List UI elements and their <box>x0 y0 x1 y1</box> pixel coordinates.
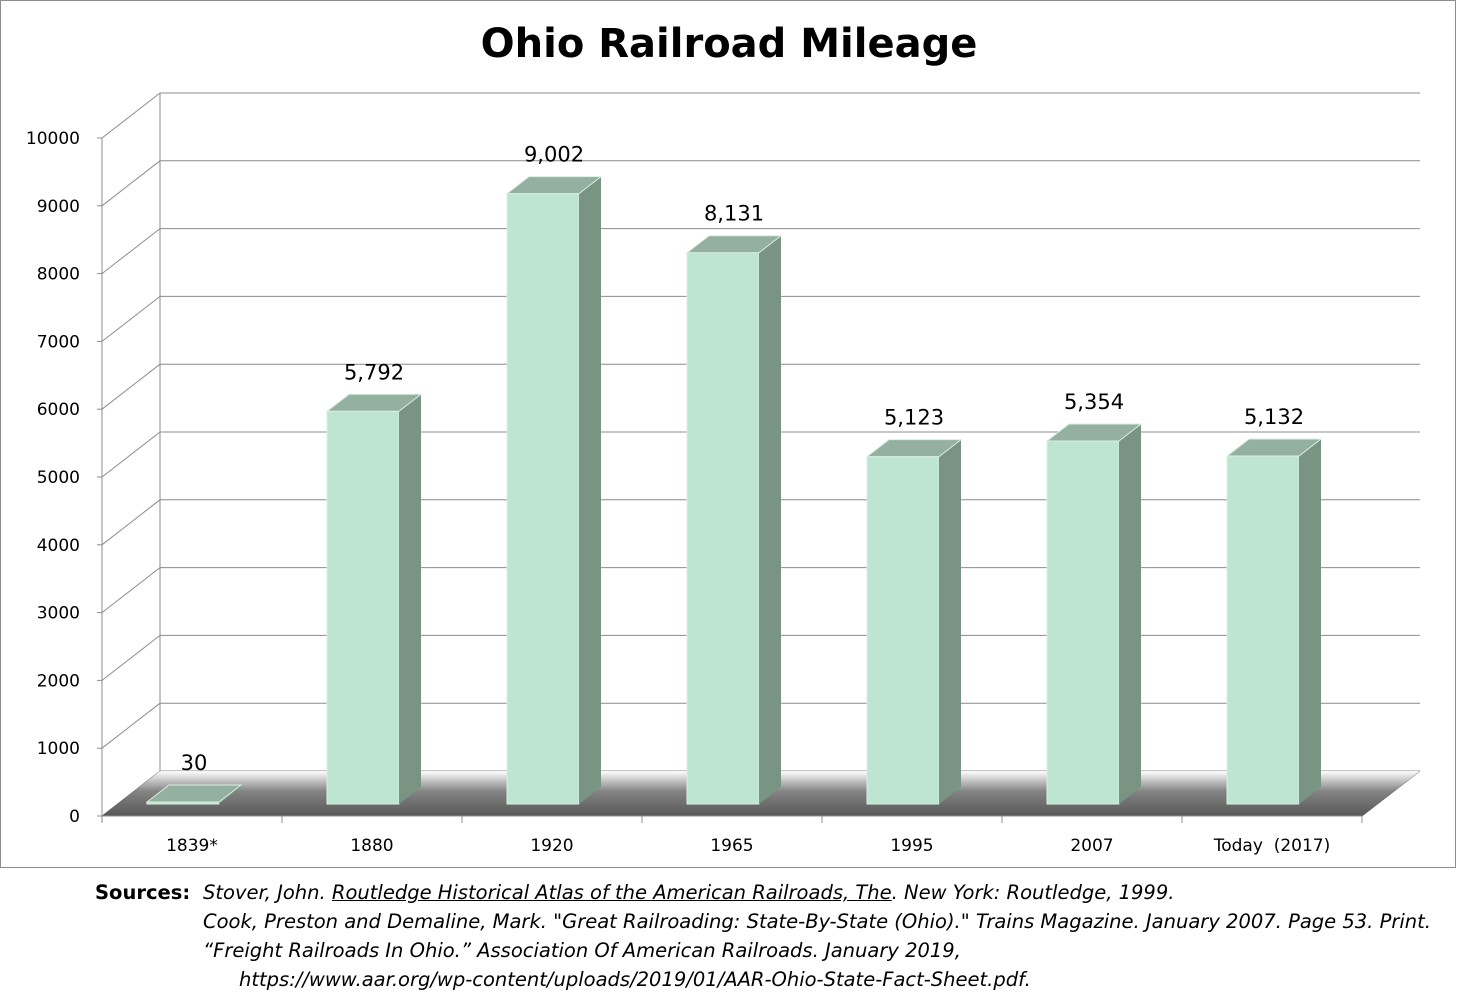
gridline-diagonal <box>101 363 161 410</box>
y-tick-label: 7000 <box>37 332 80 352</box>
bar-side <box>939 439 961 804</box>
bar-top <box>145 784 243 803</box>
axis-layer: 0 1000 2000 3000 4000 5000 6000 7000 8000 9000 100… <box>26 129 1363 856</box>
x-category-label: 1965 <box>710 836 753 856</box>
labels-layer: 30 5,792 9,002 8,131 5,123 5,354 5,132 <box>181 143 1304 775</box>
gridline-diagonal <box>101 635 161 681</box>
y-tick-label: 8000 <box>37 265 80 285</box>
bar-top <box>1225 438 1323 457</box>
bar-front <box>506 193 580 805</box>
gridline-diagonal <box>101 228 161 274</box>
y-tick-label: 0 <box>69 807 80 827</box>
y-tick-label: 6000 <box>37 400 80 420</box>
data-label: 30 <box>181 751 208 775</box>
bar-side <box>579 176 601 804</box>
sources-list: Stover, John. Routledge Historical Atlas… <box>203 878 1431 994</box>
bar-front <box>1046 440 1120 805</box>
bar-front <box>1226 455 1300 805</box>
x-category-label: 1880 <box>350 836 393 856</box>
x-category-label: 1995 <box>890 836 933 856</box>
bar-top <box>505 176 603 195</box>
gridline-diagonal <box>101 567 161 613</box>
chart-title: Ohio Railroad Mileage <box>481 21 978 67</box>
bar-side <box>1299 439 1321 804</box>
source-stover-publisher: . New York: Routledge, 1999. <box>891 881 1175 904</box>
data-label: 5,792 <box>344 360 404 384</box>
bar-top <box>865 439 963 458</box>
gridline-diagonal <box>101 160 161 207</box>
x-category-label: 1839* <box>166 836 218 856</box>
gridline-diagonal <box>101 499 161 546</box>
source-trains-magazine: Cook, Preston and Demaline, Mark. "Great… <box>203 910 1431 933</box>
bar-front <box>686 252 760 805</box>
x-category-label: 1920 <box>530 836 573 856</box>
bar-front <box>866 456 940 805</box>
source-aar-url[interactable]: https://www.aar.org/wp-content/uploads/2… <box>239 968 1031 991</box>
y-tick-label: 10000 <box>26 129 80 149</box>
gridline-diagonal <box>101 702 161 749</box>
gridline-diagonal <box>101 92 161 139</box>
y-tick-label: 3000 <box>37 604 80 624</box>
y-tick-label: 1000 <box>37 739 80 759</box>
y-tick-label: 5000 <box>37 468 80 488</box>
bar-side <box>1119 423 1141 804</box>
bar-top <box>685 235 783 254</box>
data-label: 5,132 <box>1244 405 1304 429</box>
x-category-label: 2007 <box>1070 836 1113 856</box>
y-tick-label: 2000 <box>37 671 80 691</box>
source-aar: “Freight Railroads In Ohio.” Association… <box>203 939 961 962</box>
y-tick-label: 9000 <box>37 197 80 217</box>
y-tick-label: 4000 <box>37 536 80 556</box>
bar-top <box>1045 423 1143 442</box>
chart-svg: Ohio Railroad Mileage 0 1000 2000 3000 4000 5… <box>26 21 1421 856</box>
gridline-diagonal <box>101 431 161 478</box>
sources-heading: Sources: <box>95 881 191 904</box>
data-label: 5,123 <box>884 406 944 430</box>
data-label: 9,002 <box>524 143 584 167</box>
data-label: 8,131 <box>704 202 764 226</box>
x-category-label: Today (2017) <box>1213 836 1331 856</box>
gridline-diagonal <box>101 296 161 342</box>
source-stover-title: Routledge Historical Atlas of the Americ… <box>331 881 892 904</box>
data-label: 5,354 <box>1064 390 1124 414</box>
source-stover-author: Stover, John. <box>203 881 332 904</box>
source-stover: Stover, John. Routledge Historical Atlas… <box>203 878 1431 907</box>
bar-side <box>399 394 421 804</box>
bar-side <box>759 235 781 804</box>
bar-front <box>326 410 400 805</box>
bars-layer <box>145 176 1323 805</box>
bar-top <box>325 393 423 412</box>
